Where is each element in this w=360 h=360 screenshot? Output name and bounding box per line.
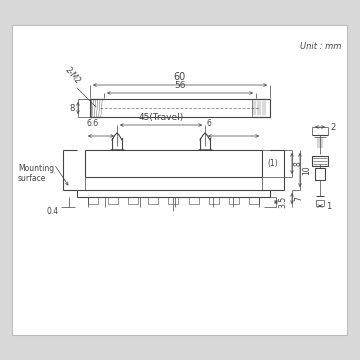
Bar [128, 197, 138, 204]
Text: 6.6: 6.6 [86, 119, 98, 128]
Bar [168, 197, 179, 204]
Bar [229, 197, 239, 204]
Text: 2-M2: 2-M2 [63, 66, 81, 86]
Text: 8: 8 [294, 161, 303, 166]
Text: 1: 1 [326, 202, 331, 211]
Bar [88, 197, 98, 204]
Text: 56: 56 [174, 81, 186, 90]
Bar [12, 25, 347, 335]
Text: 10: 10 [302, 165, 311, 175]
Bar [249, 197, 259, 204]
Text: 7: 7 [294, 196, 303, 201]
Text: Unit : mm: Unit : mm [300, 42, 341, 51]
Text: (1): (1) [267, 159, 278, 168]
Bar [108, 197, 118, 204]
Text: 60: 60 [174, 72, 186, 82]
Bar [209, 197, 219, 204]
Bar [312, 156, 328, 166]
Text: 2: 2 [330, 122, 335, 131]
Text: 0.4: 0.4 [47, 207, 59, 216]
Text: Mounting
surface: Mounting surface [18, 164, 54, 183]
Text: 45(Travel): 45(Travel) [138, 113, 184, 122]
Text: 6: 6 [207, 119, 212, 128]
Bar [148, 197, 158, 204]
Text: 3.5: 3.5 [278, 196, 287, 208]
Bar [189, 197, 199, 204]
Bar [315, 168, 325, 180]
Text: 8: 8 [69, 104, 75, 112]
